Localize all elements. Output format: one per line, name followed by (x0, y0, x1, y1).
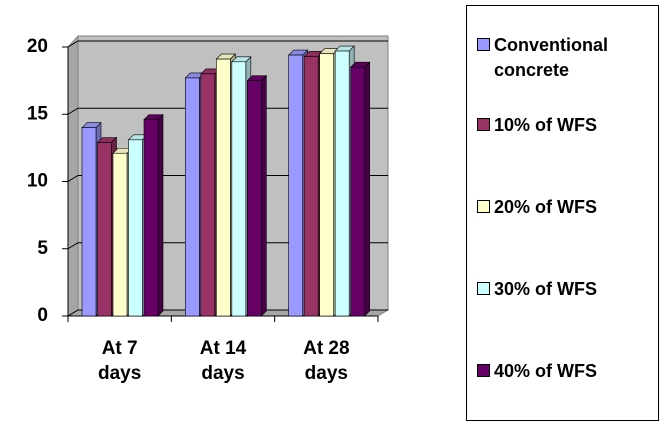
legend-entry: 30% of WFS (477, 277, 652, 302)
legend: Conventional concrete 10% of WFS 20% of WF… (466, 5, 659, 421)
grid-line (67, 175, 388, 182)
bar-front (128, 139, 143, 317)
bar-front (200, 73, 216, 317)
bar (349, 61, 371, 317)
y-tick-label: 20 (27, 36, 48, 57)
legend-swatch (477, 282, 490, 295)
bar-front (231, 61, 247, 317)
x-tick-label: At 28 days (303, 338, 350, 384)
legend-entry: Conventional concrete (477, 33, 652, 83)
grid-line (67, 40, 388, 48)
grid-line (67, 242, 388, 250)
bar-front (350, 66, 365, 317)
legend-entry: 10% of WFS (477, 113, 652, 138)
bar-side (364, 61, 370, 317)
bar-side (261, 74, 267, 317)
legend-swatch (477, 364, 490, 377)
grid-line (67, 107, 388, 115)
bar-front (288, 54, 303, 317)
y-tick-label: 10 (27, 171, 48, 192)
legend-label: Conventional concrete (494, 35, 609, 80)
bar (143, 113, 164, 317)
legend-label: 20% of WFS (494, 197, 598, 217)
bar (246, 74, 268, 317)
legend-label: 40% of WFS (494, 361, 598, 381)
y-tick-label: 15 (27, 103, 49, 124)
bar-front (216, 58, 231, 317)
bar-side (157, 113, 164, 317)
legend-label: 10% of WFS (494, 115, 598, 135)
bar-front (247, 80, 262, 317)
bar-front (319, 53, 334, 317)
legend-label: 30% of WFS (494, 279, 598, 299)
bar-front (303, 56, 319, 317)
bar-front (334, 50, 350, 317)
y-tick-label: 5 (37, 238, 48, 259)
legend-swatch (477, 38, 490, 51)
bar-front (97, 142, 112, 317)
y-tick-label: 0 (37, 305, 48, 326)
bar-front (81, 127, 97, 317)
legend-entry: 40% of WFS (477, 359, 652, 384)
bar-front (143, 119, 159, 317)
grid-line (67, 309, 388, 317)
bar-front (112, 152, 128, 317)
legend-swatch (477, 200, 490, 213)
x-tick-label: At 7 days (98, 338, 142, 384)
bar-front (185, 77, 200, 317)
legend-swatch (477, 118, 490, 131)
legend-entry: 20% of WFS (477, 195, 652, 220)
x-tick-label: At 14 days (199, 338, 247, 384)
